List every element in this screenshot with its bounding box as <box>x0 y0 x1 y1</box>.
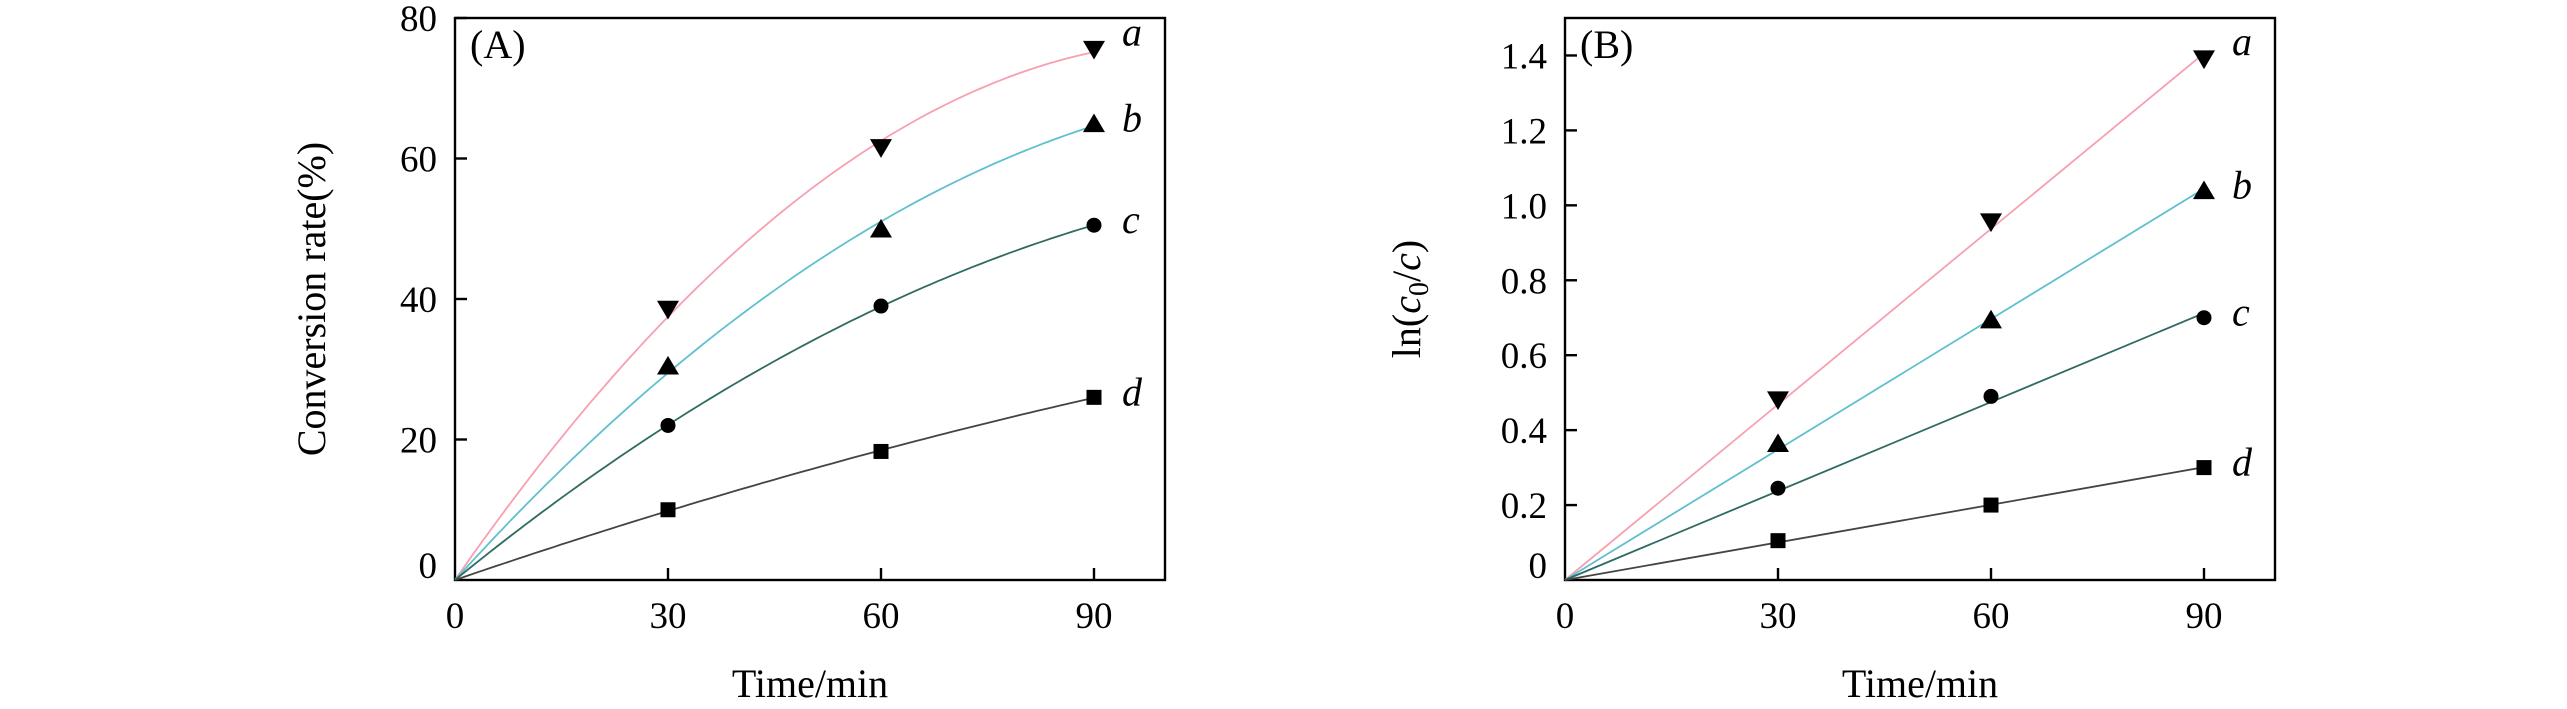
series-b: b <box>1564 162 2252 581</box>
series-d-curve <box>454 396 1095 581</box>
series-b-point-1 <box>1767 433 1789 453</box>
series-a-point-1 <box>1767 391 1789 411</box>
series-c-curve <box>1564 312 2205 581</box>
series-b: b <box>454 95 1142 581</box>
x-tick-label-30: 30 <box>1760 596 1797 637</box>
series-b-label: b <box>1122 95 1142 140</box>
series-c-point-3 <box>2196 310 2212 326</box>
y-tick-label-60: 60 <box>400 140 437 181</box>
series-d-point-3 <box>2196 460 2212 476</box>
series-a: a <box>454 10 1142 581</box>
plot-frame <box>453 16 1167 582</box>
series-c: c <box>454 197 1140 581</box>
x-tick-label-0: 0 <box>446 596 465 637</box>
x-tick-label-60: 60 <box>1973 596 2010 637</box>
series-a-label: a <box>1122 10 1142 55</box>
series-a-curve <box>454 51 1095 581</box>
series-b-point-2 <box>1980 309 2002 329</box>
series-b-point-3 <box>1083 113 1105 133</box>
y-tick-label-0.2: 0.2 <box>1501 486 1547 527</box>
series-c-point-2 <box>873 298 889 314</box>
panel-b: 0 30 60 90 0 0.2 0.4 0.6 0.8 1.0 1.2 1.4 Time/min ln(… <box>1384 16 2277 706</box>
series-d-curve <box>1564 466 2205 581</box>
y-axis-title: Conversion rate(%) <box>289 142 334 456</box>
series-b-point-1 <box>657 355 679 375</box>
x-tick-label-60: 60 <box>863 596 900 637</box>
series-c-point-2 <box>1983 388 1999 404</box>
x-tick-label-90: 90 <box>2186 596 2223 637</box>
series-c-point-1 <box>1770 480 1786 496</box>
series-d-point-1 <box>1770 533 1786 549</box>
x-tick-label-0: 0 <box>1556 596 1575 637</box>
series-a-label: a <box>2232 19 2252 64</box>
series-c-label: c <box>1122 197 1140 242</box>
y-tick-label-1.2: 1.2 <box>1501 111 1547 152</box>
y-tick-label-0.8: 0.8 <box>1501 261 1547 302</box>
series-d-point-1 <box>660 502 676 518</box>
series-c-curve <box>454 224 1095 581</box>
series-b-point-3 <box>2193 180 2215 200</box>
x-axis-title: Time/min <box>732 661 888 706</box>
series-d-point-3 <box>1086 389 1102 405</box>
panel-a: 0 30 60 90 0 20 40 60 80 Time/min Conversion rate(… <box>289 0 1167 706</box>
series-c-point-3 <box>1086 217 1102 233</box>
series-d-point-2 <box>873 443 889 459</box>
panel-label: (B) <box>1580 22 1633 67</box>
y-tick-label-40: 40 <box>400 280 437 321</box>
series-d: d <box>454 369 1143 581</box>
x-tick-label-30: 30 <box>650 596 687 637</box>
panel-label: (A) <box>470 22 526 67</box>
series-a-point-2 <box>1980 213 2002 233</box>
series-b-point-2 <box>870 218 892 238</box>
series-a-point-3 <box>2193 50 2215 70</box>
series-a-point-3 <box>1083 40 1105 60</box>
y-tick-label-1.4: 1.4 <box>1501 36 1547 77</box>
series-a-point-1 <box>657 300 679 320</box>
y-tick-label-0.6: 0.6 <box>1501 336 1547 377</box>
y-tick-label-20: 20 <box>400 421 437 462</box>
y-axis-title: ln(c0/c) <box>1384 240 1435 358</box>
y-tick-label-80: 80 <box>400 0 437 40</box>
series-b-curve <box>1564 187 2205 581</box>
series-c: c <box>1564 290 2250 581</box>
x-axis-title: Time/min <box>1842 661 1998 706</box>
y-tick-label-0: 0 <box>1529 546 1548 587</box>
series-c-point-1 <box>660 417 676 433</box>
y-tick-label-0: 0 <box>419 546 438 587</box>
plot-frame <box>1563 16 2277 582</box>
series-c-label: c <box>2232 290 2250 335</box>
y-tick-label-0.4: 0.4 <box>1501 411 1547 452</box>
series-b-curve <box>454 124 1095 581</box>
series-d-point-2 <box>1983 497 1999 513</box>
x-tick-label-90: 90 <box>1076 596 1113 637</box>
series-a: a <box>1564 19 2252 581</box>
series-a-curve <box>1564 52 2205 581</box>
series-b-label: b <box>2232 162 2252 207</box>
series-a-point-2 <box>870 139 892 158</box>
y-tick-label-1.0: 1.0 <box>1501 186 1547 227</box>
series-d: d <box>1564 440 2253 581</box>
series-d-label: d <box>1122 369 1143 414</box>
series-d-label: d <box>2232 440 2253 485</box>
